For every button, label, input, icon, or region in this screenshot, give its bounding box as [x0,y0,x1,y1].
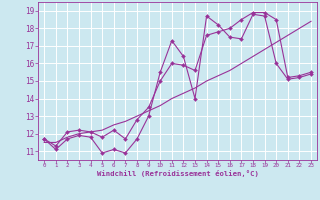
X-axis label: Windchill (Refroidissement éolien,°C): Windchill (Refroidissement éolien,°C) [97,170,259,177]
